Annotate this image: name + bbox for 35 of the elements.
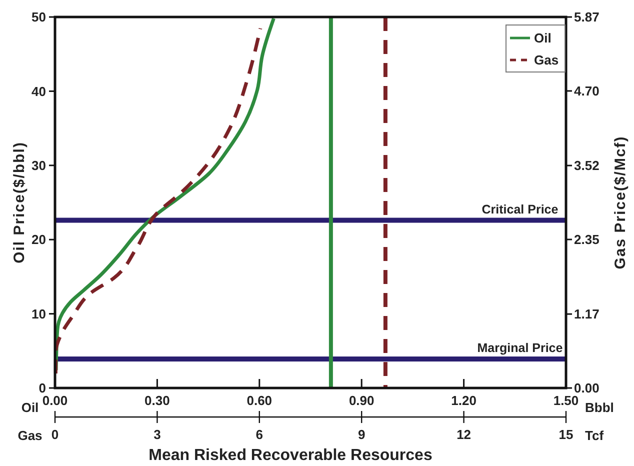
ref-line-label: Critical Price [482, 202, 558, 216]
y-tick-label: 40 [32, 84, 46, 99]
legend-label: Gas [534, 52, 559, 68]
ref-line-label: Marginal Price [477, 341, 563, 356]
x-tick-label: 0.30 [144, 393, 170, 408]
y2-tick-label: 2.35 [574, 232, 600, 248]
x2-tick-label: 9 [358, 427, 366, 442]
x-axis-title: Mean Risked Recoverable Resources [148, 447, 432, 464]
y-tick-label: 30 [32, 158, 46, 173]
text: Tcf [585, 428, 604, 443]
x-tick-label: 1.50 [553, 393, 579, 408]
y-tick-label: 10 [32, 306, 46, 322]
y-tick-label: 0 [38, 380, 46, 396]
legend-label: Oil [534, 30, 552, 46]
x2-tick-label: 0 [51, 427, 59, 442]
text: Gas [18, 428, 42, 443]
x2-tick-label: 15 [558, 427, 574, 442]
x-tick-label: 0.90 [348, 393, 374, 408]
text: Bbbl [585, 400, 614, 415]
y2-tick-label: 0.00 [574, 380, 600, 396]
y2-tick-label: 1.17 [574, 306, 600, 322]
y-tick-label: 20 [32, 232, 46, 248]
x-tick-label: 0.60 [246, 393, 272, 408]
y2-tick-label: 5.87 [574, 10, 600, 25]
x2-tick-label: 6 [256, 427, 264, 442]
y-tick-label: 50 [32, 10, 46, 25]
x-tick-label: 0.00 [42, 393, 68, 408]
y-axis-title: Oil Price($/bbl) [11, 142, 28, 264]
x2-tick-label: 12 [456, 427, 472, 442]
y2-tick-label: 3.52 [574, 158, 600, 174]
text: Oil [21, 400, 39, 415]
y2-tick-label: 4.70 [574, 83, 600, 98]
x2-tick-label: 3 [154, 427, 161, 442]
x-tick-label: 1.20 [451, 393, 476, 408]
y2-axis-title: Gas Price($/Mcf) [612, 136, 629, 270]
